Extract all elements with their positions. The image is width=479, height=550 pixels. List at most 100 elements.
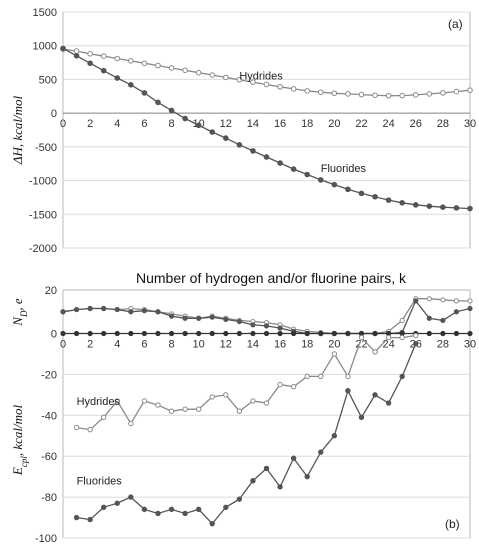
panel-a-series-label-1: Hydrides xyxy=(239,70,283,82)
panel-a-series-1-point xyxy=(128,58,134,64)
panel-a-series-2-point xyxy=(128,82,134,88)
panel-b-nd-series-3-point xyxy=(128,330,134,337)
panel-b-x-tick-label: 10 xyxy=(193,339,205,351)
panel-a-y-tick-label: 500 xyxy=(39,74,57,86)
panel-b-x-tick-label: 28 xyxy=(437,339,449,351)
panel-b-nd-series-2-point xyxy=(467,305,473,312)
chart-middle-title: Number of hydrogen and/or fluorine pairs… xyxy=(136,270,407,286)
panel-b-x-tick-label: 4 xyxy=(114,339,120,351)
panel-a-series-2-point xyxy=(141,90,148,96)
panel-a-series-1-point xyxy=(467,87,473,94)
panel-a-series-2-point xyxy=(317,177,324,183)
panel-b-x-tick-label: 30 xyxy=(464,339,476,351)
panel-b-ecpl-series-2-point xyxy=(87,516,93,523)
panel-b-nd-series-1-point xyxy=(426,296,432,302)
panel-b-nd-series-2-point xyxy=(182,315,188,321)
panel-b-nd-series-3-point xyxy=(263,330,270,337)
panel-a-series-2-point xyxy=(358,190,365,197)
panel-b-ecpl-series-1-point xyxy=(168,408,175,414)
panel-b-ecpl-series-2-point xyxy=(277,484,283,490)
panel-a-series-2-point xyxy=(426,203,433,209)
panel-a-series-1-point xyxy=(372,92,378,99)
panel-b-ecpl-series-2-point xyxy=(223,504,229,511)
panel-a-series-1-point xyxy=(399,92,405,99)
panel-b-nd-series-3-point xyxy=(277,330,283,337)
panel-a-series-1-point xyxy=(331,90,338,97)
panel-b-nd-series-2-point xyxy=(101,305,107,312)
panel-b-nd-series-3-point xyxy=(60,330,66,337)
panel-b-nd-series-2-point xyxy=(73,306,80,313)
panel-a-series-1-point xyxy=(168,65,175,71)
panel-b-nd-series-2-point xyxy=(209,314,215,320)
panel-a-series-2-point xyxy=(236,142,243,148)
panel-b-ecpl-series-1-point xyxy=(399,334,405,341)
panel-a-series-2-point xyxy=(453,205,460,211)
panel-b-y-tick-label: 0 xyxy=(51,329,57,341)
panel-a-series-1-point xyxy=(440,90,446,96)
panel-a-x-tick-label: 18 xyxy=(301,118,313,130)
panel-b-nd-series-3-point xyxy=(73,330,80,337)
panel-b-x-tick-label: 6 xyxy=(141,339,147,351)
panel-b-ecpl-series-1-point xyxy=(250,398,256,404)
panel-b-ecpl-series-1-point xyxy=(101,414,107,421)
panel-a-series-1-point xyxy=(87,51,93,57)
panel-a-y-tick-label: -1000 xyxy=(29,176,57,188)
panel-a-series-1-point xyxy=(453,88,460,95)
panel-b-ecpl-series-2-point xyxy=(128,494,134,500)
panel-b-nd-series-2-point xyxy=(128,309,134,315)
panel-b-nd-series-3-point xyxy=(101,330,107,337)
panel-b-nd-series-2-point xyxy=(141,308,147,314)
panel-b-ecpl-series-2-point xyxy=(73,514,80,521)
panel-b-ecpl-series-2-line xyxy=(76,343,417,525)
panel-b-nd-series-2-point xyxy=(236,318,242,325)
panel-b-nd-series-3-point xyxy=(250,330,256,337)
panel-b-nd-series-2-point xyxy=(426,315,432,321)
panel-b-nd-series-3-point xyxy=(168,330,175,337)
panel-a-x-tick-label: 0 xyxy=(60,118,66,130)
panel-a-series-1-point xyxy=(277,84,283,90)
panel-a-x-tick-label: 14 xyxy=(247,118,259,130)
panel-a-series-1-point xyxy=(155,62,161,69)
panel-a-x-tick-label: 26 xyxy=(410,118,422,130)
panel-b-ecpl-series-2-point xyxy=(195,506,202,513)
panel-b-nd-series-3-point xyxy=(182,330,188,337)
panel-a-series-label-2: Fluorides xyxy=(321,163,367,175)
panel-a-y-tick-label: 0 xyxy=(51,108,57,120)
panel-a-y-tick-label: 1000 xyxy=(33,41,57,53)
panel-b-nd-series-3-point xyxy=(291,330,297,337)
panel-b-ecpl-series-2-point xyxy=(399,373,405,380)
panel-b-series-label-1: Hydrides xyxy=(77,396,121,408)
panel-a-label: (a) xyxy=(448,17,463,31)
panel-b-ecpl-series-2-point xyxy=(413,341,419,347)
panel-b-nd-series-2-point xyxy=(277,325,283,331)
panel-b-nd-series-3-point xyxy=(467,330,473,337)
panel-a-series-1-point xyxy=(263,81,270,88)
panel-b-nd-series-2-point xyxy=(250,322,256,328)
panel-b-nd-series-2-point xyxy=(440,317,446,324)
panel-b-nd-series-2-point xyxy=(413,298,419,304)
panel-b-x-tick-label: 12 xyxy=(220,339,232,351)
panel-b-ecpl-series-1-point xyxy=(209,394,215,400)
panel-b-ecpl-series-1-point xyxy=(358,334,365,341)
panel-b-nd-series-2-point xyxy=(87,305,93,312)
panel-b-nd-series-3-point xyxy=(331,330,337,337)
panel-b-y-tick-label: -60 xyxy=(41,451,57,463)
panel-b-nd-series-3-point xyxy=(440,330,446,337)
panel-b-ecpl-series-2-point xyxy=(114,500,120,506)
panel-b-ecpl-series-1-point xyxy=(413,332,419,339)
panel-a-x-tick-label: 12 xyxy=(220,118,232,130)
panel-a-series-2-point xyxy=(168,107,175,114)
panel-b-nd-series-3-point xyxy=(87,330,93,337)
panel-b-nd-series-1-point xyxy=(399,317,405,324)
panel-b-ecpl-series-2-point xyxy=(236,496,243,502)
panel-b-ecpl-series-1-point xyxy=(345,373,351,380)
panel-b-nd-series-3-point xyxy=(209,330,215,337)
panel-b-nd-series-2-point xyxy=(168,313,175,319)
panel-b-nd-series-3-point xyxy=(155,330,161,337)
panel-a-x-tick-label: 8 xyxy=(168,118,174,130)
panel-a-series-2-point xyxy=(467,205,473,212)
panel-b-x-tick-label: 16 xyxy=(274,339,286,351)
panel-b-ecpl-series-1-point xyxy=(128,420,134,427)
panel-b-ecpl-series-1-point xyxy=(277,381,283,388)
panel-a-series-2-point xyxy=(345,186,351,193)
